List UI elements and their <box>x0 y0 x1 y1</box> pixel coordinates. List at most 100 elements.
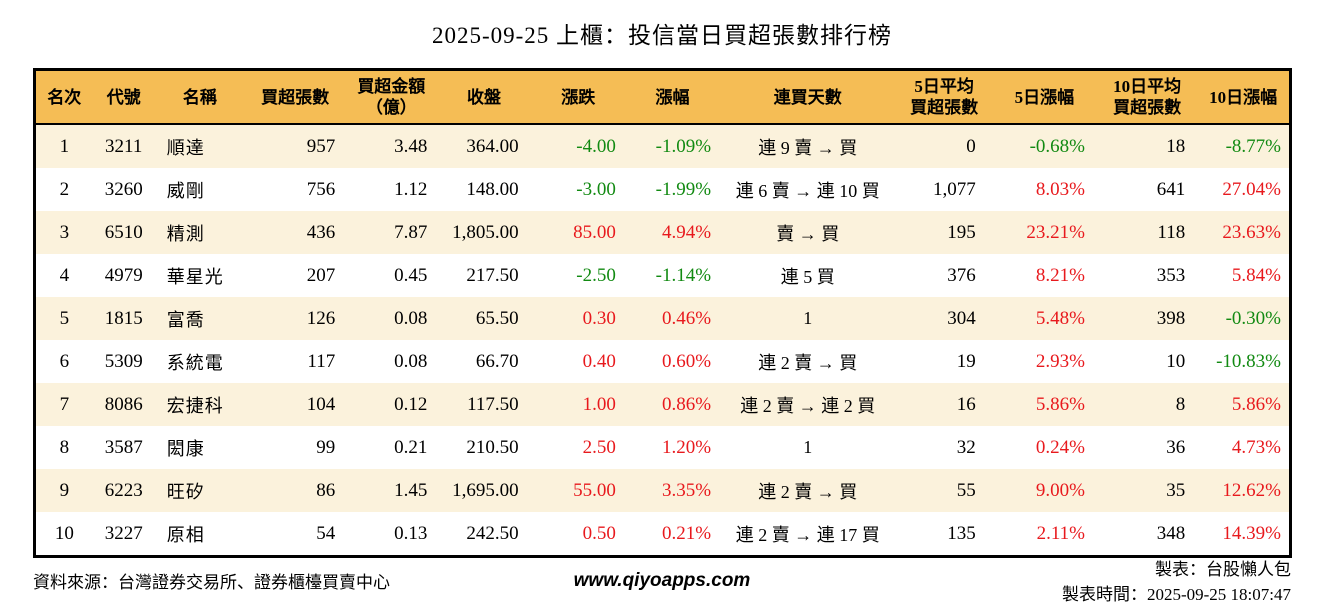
change-pct-cell: 0.86% <box>662 393 712 415</box>
avg5-cell: 16 <box>956 393 976 415</box>
avg10-cell: 36 <box>1166 436 1186 458</box>
volume-cell: 126 <box>306 307 336 329</box>
pct10-cell: 23.63% <box>1222 221 1281 243</box>
pct5-cell: 8.21% <box>1035 264 1085 286</box>
rank-cell: 8 <box>59 436 70 458</box>
code-cell: 3211 <box>105 135 143 157</box>
code-cell: 3260 <box>104 178 143 200</box>
volume-cell: 86 <box>316 479 336 501</box>
code-cell: 5309 <box>104 350 143 372</box>
rank-cell: 6 <box>59 350 70 372</box>
amount-cell: 3.48 <box>394 135 428 157</box>
avg10-cell: 118 <box>1157 221 1186 243</box>
pct10-cell: 14.39% <box>1222 522 1281 544</box>
name-cell: 富喬 <box>166 309 205 330</box>
avg5-cell: 1,077 <box>932 178 976 200</box>
report-timestamp: 製表時間：2025-09-25 18:07:47 <box>1061 585 1291 604</box>
volume-cell: 104 <box>306 393 336 415</box>
name-cell: 閎康 <box>166 438 205 459</box>
name-cell: 威剛 <box>166 180 205 201</box>
pct10-cell: 5.84% <box>1231 264 1281 286</box>
report-maker: 製表：台股懶人包 <box>1155 560 1291 579</box>
avg5-cell: 195 <box>947 221 976 243</box>
name-cell: 精測 <box>166 223 205 244</box>
col-header-avg5: 5日平均 買超張數 <box>896 69 992 125</box>
change-pct-cell: 4.94% <box>662 221 712 243</box>
table-body: 1 3211 順達 957 3.48 364.00 -4.00 -1.09% 連… <box>34 124 1291 557</box>
rank-cell: 4 <box>59 264 70 286</box>
close-cell: 1,805.00 <box>452 221 519 243</box>
website-url: www.qiyoapps.com <box>573 570 751 591</box>
code-cell: 3227 <box>104 522 143 544</box>
name-cell: 順達 <box>166 137 205 158</box>
pct5-cell: 8.03% <box>1035 178 1085 200</box>
change-pct-cell: 0.21% <box>662 522 712 544</box>
name-cell: 系統電 <box>166 352 224 373</box>
pct5-cell: 5.48% <box>1035 307 1085 329</box>
avg5-cell: 0 <box>966 135 976 157</box>
pct5-cell: 23.21% <box>1026 221 1085 243</box>
pct5-cell: 0.24% <box>1035 436 1085 458</box>
avg10-cell: 353 <box>1156 264 1186 286</box>
amount-cell: 7.87 <box>394 221 428 243</box>
pct5-cell: 2.11% <box>1036 522 1085 544</box>
data-source-note: 資料來源：台灣證券交易所、證券櫃檯買賣中心 <box>33 573 390 592</box>
streak-cell: 連 6 賣 → 連 10 買 <box>735 180 880 201</box>
col-header-close: 收盤 <box>437 69 531 125</box>
avg10-cell: 35 <box>1166 479 1186 501</box>
change-cell: -4.00 <box>576 135 616 157</box>
change-pct-cell: -1.14% <box>655 264 712 286</box>
pct5-cell: 2.93% <box>1035 350 1085 372</box>
col-header-change: 漲跌 <box>530 69 626 125</box>
close-cell: 1,695.00 <box>452 479 519 501</box>
close-cell: 242.50 <box>466 522 519 544</box>
avg5-cell: 135 <box>947 522 976 544</box>
streak-cell: 連 2 賣 → 連 17 買 <box>735 524 880 545</box>
pct10-cell: 12.62% <box>1222 479 1281 501</box>
amount-cell: 1.12 <box>394 178 428 200</box>
streak-cell: 連 2 賣 → 連 2 買 <box>740 395 876 416</box>
col-header-pct5: 5日漲幅 <box>991 69 1097 125</box>
change-cell: 0.50 <box>582 522 616 544</box>
streak-cell: 連 2 賣 → 買 <box>758 352 858 373</box>
change-cell: 55.00 <box>573 479 616 501</box>
avg10-cell: 348 <box>1156 522 1186 544</box>
col-header-amount: 買超金額 （億） <box>345 69 438 125</box>
code-cell: 6223 <box>104 479 143 501</box>
volume-cell: 756 <box>306 178 336 200</box>
rank-cell: 1 <box>59 135 70 157</box>
streak-cell: 連 2 賣 → 買 <box>758 481 858 502</box>
amount-cell: 0.12 <box>394 393 428 415</box>
code-cell: 3587 <box>104 436 143 458</box>
change-cell: 2.50 <box>582 436 616 458</box>
pct10-cell: 5.86% <box>1231 393 1281 415</box>
change-pct-cell: -1.09% <box>655 135 712 157</box>
pct5-cell: 9.00% <box>1035 479 1085 501</box>
amount-cell: 1.45 <box>394 479 428 501</box>
amount-cell: 0.13 <box>394 522 428 544</box>
code-cell: 4979 <box>104 264 143 286</box>
rank-cell: 7 <box>59 393 70 415</box>
volume-cell: 436 <box>306 221 336 243</box>
change-cell: 1.00 <box>582 393 616 415</box>
streak-cell: 1 <box>803 308 813 328</box>
code-cell: 8086 <box>104 393 143 415</box>
pct10-cell: -0.30% <box>1225 307 1281 329</box>
avg5-cell: 32 <box>956 436 976 458</box>
ranking-table: 名次 代號 名稱 買超張數 買超金額 （億） 收盤 漲跌 漲幅 連買天數 5日平… <box>33 68 1292 558</box>
table-row: 5 1815 富喬 126 0.08 65.50 0.30 0.46% 1 30… <box>34 297 1291 340</box>
volume-cell: 207 <box>306 264 336 286</box>
close-cell: 210.50 <box>466 436 519 458</box>
col-header-volume: 買超張數 <box>244 69 346 125</box>
close-cell: 217.50 <box>466 264 519 286</box>
page-title: 2025-09-25 上櫃：投信當日買超張數排行榜 <box>431 23 893 48</box>
change-cell: 0.40 <box>582 350 616 372</box>
avg10-cell: 18 <box>1166 135 1186 157</box>
col-header-rank: 名次 <box>34 69 93 125</box>
credits-block: 製表：台股懶人包 製表時間：2025-09-25 18:07:47 <box>1062 557 1291 607</box>
avg5-cell: 19 <box>956 350 976 372</box>
volume-cell: 99 <box>316 436 336 458</box>
change-cell: 85.00 <box>573 221 616 243</box>
amount-cell: 0.08 <box>394 307 428 329</box>
close-cell: 65.50 <box>475 307 519 329</box>
